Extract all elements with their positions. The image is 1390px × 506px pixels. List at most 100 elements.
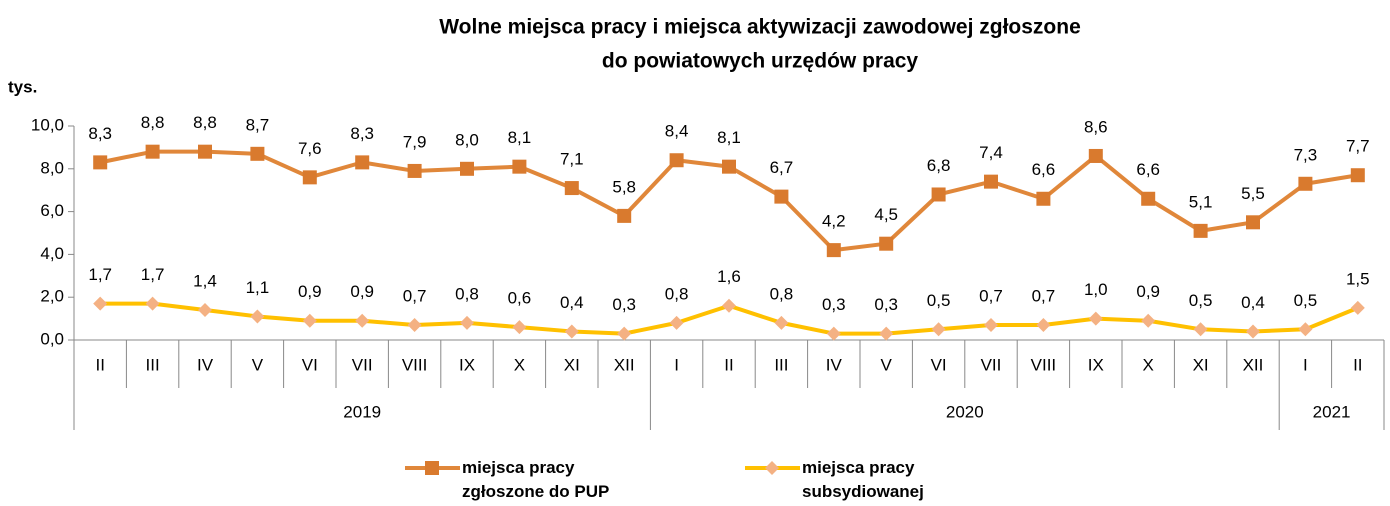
data-label: 6,7	[770, 158, 794, 177]
marker	[1088, 311, 1103, 326]
data-label: 0,5	[1294, 291, 1318, 310]
data-label: 1,1	[246, 278, 270, 297]
y-tick-label: 8,0	[40, 158, 64, 177]
data-label: 0,3	[874, 295, 898, 314]
marker	[564, 181, 579, 196]
x-tick-label: II	[95, 355, 104, 374]
data-label: 8,8	[141, 113, 165, 132]
data-label: 0,9	[350, 282, 374, 301]
data-label: 4,2	[822, 212, 846, 231]
marker	[826, 326, 841, 341]
marker	[1036, 318, 1051, 333]
data-label: 0,3	[612, 295, 636, 314]
data-label: 1,7	[88, 265, 112, 284]
marker	[460, 315, 474, 330]
marker	[145, 296, 160, 311]
data-label: 5,5	[1241, 184, 1265, 203]
marker	[1141, 313, 1156, 328]
data-label: 0,5	[927, 291, 951, 310]
marker	[1298, 322, 1313, 337]
x-tick-label: V	[252, 355, 264, 374]
marker	[355, 155, 370, 170]
data-label: 1,0	[1084, 280, 1108, 299]
marker	[617, 326, 632, 341]
data-label: 0,4	[560, 293, 584, 312]
x-tick-label: VI	[931, 355, 947, 374]
marker	[512, 320, 527, 335]
data-label: 8,1	[717, 128, 741, 147]
data-label: 5,1	[1189, 192, 1213, 211]
data-label: 0,7	[403, 287, 427, 306]
data-label: 0,9	[1136, 282, 1160, 301]
marker	[250, 146, 265, 161]
marker	[302, 170, 317, 185]
marker	[355, 313, 370, 328]
data-label: 0,4	[1241, 293, 1265, 312]
marker	[460, 161, 474, 176]
marker	[879, 236, 894, 251]
marker	[984, 174, 998, 189]
data-label: 1,5	[1346, 269, 1370, 288]
data-label: 1,6	[717, 267, 741, 286]
data-label: 8,3	[350, 124, 374, 143]
legend-label: miejsca pracy subsydiowanej	[802, 458, 924, 501]
x-tick-label: V	[881, 355, 893, 374]
legend-marker	[765, 461, 779, 475]
data-label: 0,3	[822, 295, 846, 314]
marker	[1193, 322, 1208, 337]
x-tick-label: VIII	[1031, 355, 1057, 374]
data-label: 8,3	[88, 124, 112, 143]
x-tick-label: I	[1303, 355, 1308, 374]
marker	[564, 324, 579, 339]
x-tick-label: X	[1143, 355, 1154, 374]
x-tick-label: XI	[564, 355, 580, 374]
data-label: 0,8	[770, 284, 794, 303]
data-label: 0,5	[1189, 291, 1213, 310]
data-label: 7,3	[1294, 145, 1318, 164]
marker	[774, 315, 789, 330]
data-label: 1,4	[193, 272, 217, 291]
data-label: 6,8	[927, 156, 951, 175]
data-label: 5,8	[612, 177, 636, 196]
marker	[93, 155, 108, 170]
y-axis-label: tys.	[8, 77, 37, 96]
marker	[1193, 223, 1208, 238]
data-label: 7,6	[298, 139, 322, 158]
x-tick-label: IX	[1088, 355, 1104, 374]
marker	[407, 163, 422, 178]
y-tick-label: 0,0	[40, 329, 64, 348]
data-label: 0,8	[665, 284, 689, 303]
y-tick-label: 10,0	[31, 115, 64, 134]
year-label: 2019	[343, 402, 381, 421]
data-label: 8,4	[665, 122, 689, 141]
data-label: 8,6	[1084, 117, 1108, 136]
y-tick-label: 2,0	[40, 287, 64, 306]
marker	[931, 187, 946, 202]
data-label: 8,0	[455, 130, 479, 149]
data-label: 0,7	[1032, 287, 1056, 306]
data-label: 7,1	[560, 150, 584, 169]
data-label: 0,8	[455, 284, 479, 303]
marker	[250, 309, 265, 324]
marker	[1246, 324, 1260, 339]
data-label: 7,7	[1346, 137, 1370, 156]
legend-label: miejsca pracy zgłoszone do PUP	[462, 458, 610, 501]
data-label: 8,8	[193, 113, 217, 132]
data-label: 4,5	[874, 205, 898, 224]
data-label: 7,4	[979, 143, 1003, 162]
marker	[407, 318, 422, 333]
marker	[145, 144, 160, 159]
x-tick-label: IX	[459, 355, 475, 374]
x-tick-label: III	[774, 355, 788, 374]
marker	[722, 159, 736, 174]
data-label: 0,6	[508, 289, 532, 308]
x-tick-label: X	[514, 355, 525, 374]
marker	[302, 313, 317, 328]
data-label: 7,9	[403, 132, 427, 151]
data-label: 0,7	[979, 287, 1003, 306]
x-tick-label: II	[1353, 355, 1362, 374]
year-label: 2020	[946, 402, 984, 421]
marker	[669, 153, 684, 168]
